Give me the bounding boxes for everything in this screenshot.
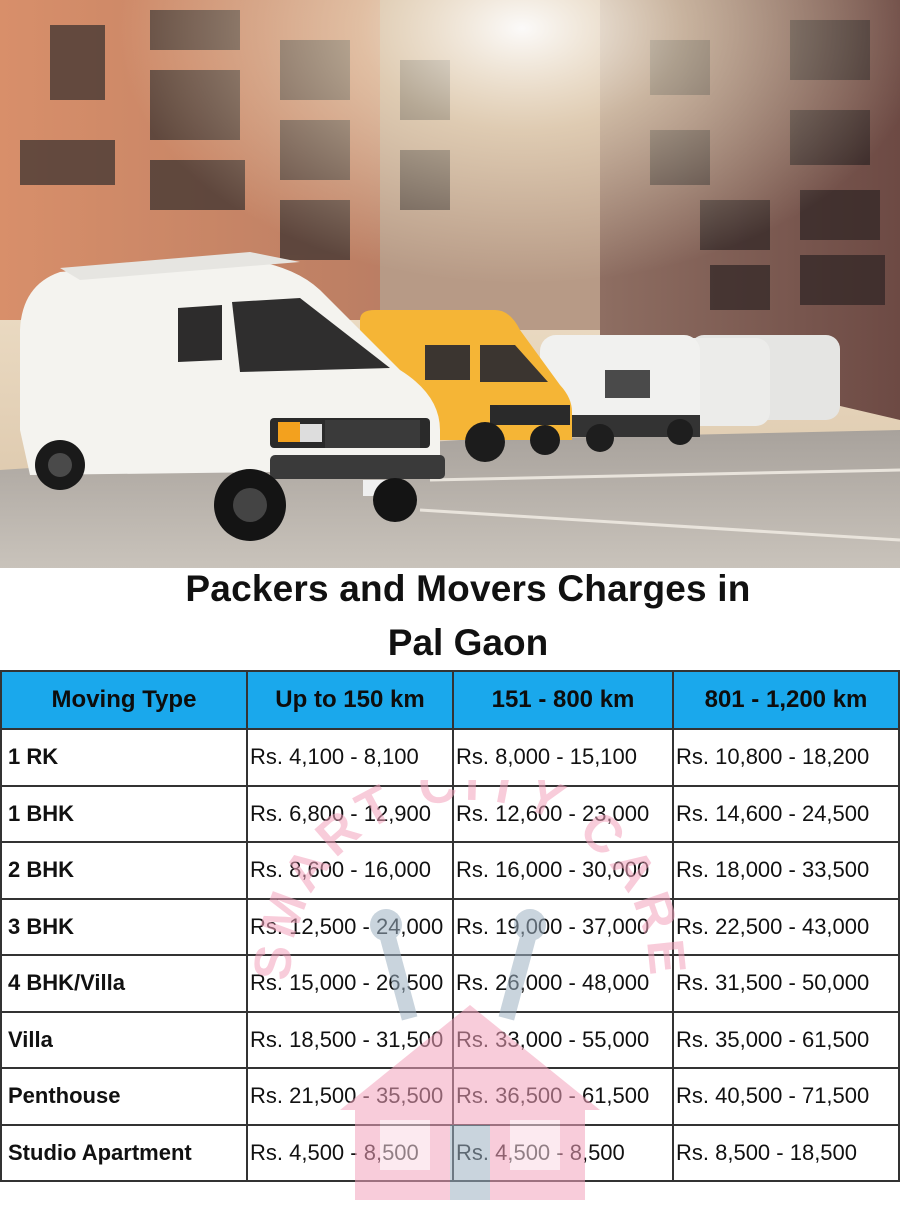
price-cell: Rs. 12,600 - 23,000 [452, 784, 674, 843]
price-cell: Rs. 16,000 - 30,000 [452, 841, 674, 900]
price-cell: Rs. 18,500 - 31,500 [246, 1010, 454, 1069]
header-moving-type: Moving Type [0, 670, 248, 730]
moving-type-cell: Studio Apartment [0, 1123, 248, 1182]
price-cell: Rs. 4,500 - 8,500 [246, 1123, 454, 1182]
table-row: 3 BHK Rs. 12,500 - 24,000 Rs. 19,000 - 3… [0, 897, 900, 956]
price-cell: Rs. 6,800 - 12,900 [246, 784, 454, 843]
moving-type-cell: 3 BHK [0, 897, 248, 956]
price-cell: Rs. 21,500 - 35,500 [246, 1067, 454, 1126]
price-cell: Rs. 4,500 - 8,500 [452, 1123, 674, 1182]
moving-type-cell: 1 RK [0, 728, 248, 787]
table-row: 4 BHK/Villa Rs. 15,000 - 26,500 Rs. 26,0… [0, 954, 900, 1013]
hero-image [0, 0, 900, 568]
page-heading: Packers and Movers Charges in Pal Gaon [0, 562, 900, 670]
price-cell: Rs. 8,600 - 16,000 [246, 841, 454, 900]
heading-line-1: Packers and Movers Charges in [185, 568, 751, 609]
table-row: Villa Rs. 18,500 - 31,500 Rs. 33,000 - 5… [0, 1010, 900, 1069]
price-cell: Rs. 15,000 - 26,500 [246, 954, 454, 1013]
header-151-800-km: 151 - 800 km [452, 670, 674, 730]
price-cell: Rs. 10,800 - 18,200 [672, 728, 900, 787]
moving-vans-photo [0, 0, 900, 568]
moving-type-cell: Villa [0, 1010, 248, 1069]
price-cell: Rs. 18,000 - 33,500 [672, 841, 900, 900]
price-cell: Rs. 22,500 - 43,000 [672, 897, 900, 956]
table-row: Penthouse Rs. 21,500 - 35,500 Rs. 36,500… [0, 1067, 900, 1126]
moving-type-cell: 4 BHK/Villa [0, 954, 248, 1013]
price-cell: Rs. 14,600 - 24,500 [672, 784, 900, 843]
price-cell: Rs. 4,100 - 8,100 [246, 728, 454, 787]
price-cell: Rs. 36,500 - 61,500 [452, 1067, 674, 1126]
price-cell: Rs. 35,000 - 61,500 [672, 1010, 900, 1069]
price-cell: Rs. 8,500 - 18,500 [672, 1123, 900, 1182]
header-801-1200-km: 801 - 1,200 km [672, 670, 900, 730]
table-row: 2 BHK Rs. 8,600 - 16,000 Rs. 16,000 - 30… [0, 841, 900, 900]
moving-type-cell: Penthouse [0, 1067, 248, 1126]
moving-type-cell: 2 BHK [0, 841, 248, 900]
price-cell: Rs. 12,500 - 24,000 [246, 897, 454, 956]
price-cell: Rs. 19,000 - 37,000 [452, 897, 674, 956]
table-row: 1 BHK Rs. 6,800 - 12,900 Rs. 12,600 - 23… [0, 784, 900, 843]
price-cell: Rs. 26,000 - 48,000 [452, 954, 674, 1013]
table-row: 1 RK Rs. 4,100 - 8,100 Rs. 8,000 - 15,10… [0, 728, 900, 787]
table-header-row: Moving Type Up to 150 km 151 - 800 km 80… [0, 670, 900, 730]
charges-table: Moving Type Up to 150 km 151 - 800 km 80… [0, 670, 900, 1182]
price-cell: Rs. 31,500 - 50,000 [672, 954, 900, 1013]
price-cell: Rs. 33,000 - 55,000 [452, 1010, 674, 1069]
heading-line-2: Pal Gaon [387, 622, 549, 663]
moving-type-cell: 1 BHK [0, 784, 248, 843]
price-cell: Rs. 8,000 - 15,100 [452, 728, 674, 787]
table-row: Studio Apartment Rs. 4,500 - 8,500 Rs. 4… [0, 1123, 900, 1182]
price-cell: Rs. 40,500 - 71,500 [672, 1067, 900, 1126]
header-up-to-150-km: Up to 150 km [246, 670, 454, 730]
